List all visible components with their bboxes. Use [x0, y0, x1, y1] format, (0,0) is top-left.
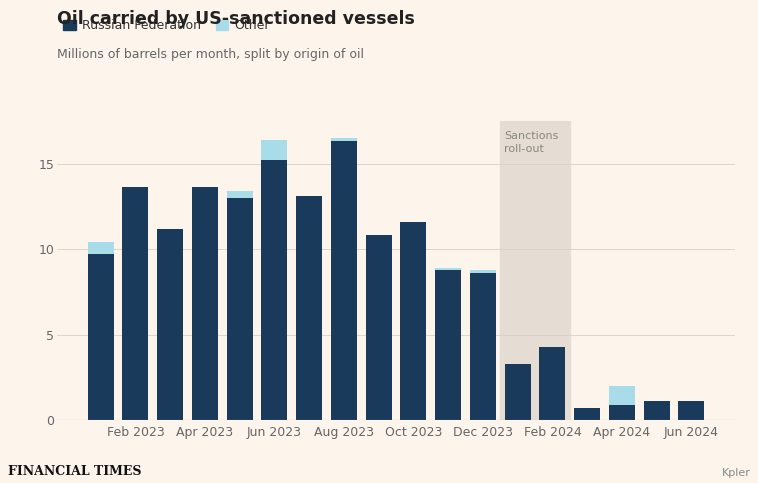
- Bar: [400, 222, 427, 420]
- Bar: [435, 270, 461, 420]
- Bar: [123, 187, 149, 420]
- Bar: [365, 235, 392, 420]
- Bar: [157, 228, 183, 420]
- Bar: [609, 405, 635, 420]
- Bar: [500, 121, 570, 420]
- Legend: Russian Federation, Other: Russian Federation, Other: [63, 19, 270, 32]
- Bar: [192, 187, 218, 420]
- Text: FINANCIAL TIMES: FINANCIAL TIMES: [8, 465, 141, 478]
- Bar: [644, 401, 669, 420]
- Bar: [262, 160, 287, 420]
- Bar: [505, 364, 531, 420]
- Bar: [331, 142, 357, 420]
- Bar: [609, 386, 635, 405]
- Bar: [435, 268, 461, 270]
- Bar: [227, 198, 252, 420]
- Text: Millions of barrels per month, split by origin of oil: Millions of barrels per month, split by …: [57, 48, 364, 61]
- Bar: [227, 191, 252, 198]
- Bar: [88, 242, 114, 254]
- Bar: [296, 196, 322, 420]
- Bar: [678, 401, 704, 420]
- Bar: [470, 273, 496, 420]
- Text: Kpler: Kpler: [722, 468, 750, 478]
- Text: Oil carried by US-sanctioned vessels: Oil carried by US-sanctioned vessels: [57, 10, 415, 28]
- Text: Sanctions
roll-out: Sanctions roll-out: [505, 131, 559, 154]
- Bar: [331, 138, 357, 142]
- Bar: [262, 140, 287, 160]
- Bar: [88, 254, 114, 420]
- Bar: [574, 408, 600, 420]
- Bar: [540, 347, 565, 420]
- Bar: [470, 270, 496, 273]
